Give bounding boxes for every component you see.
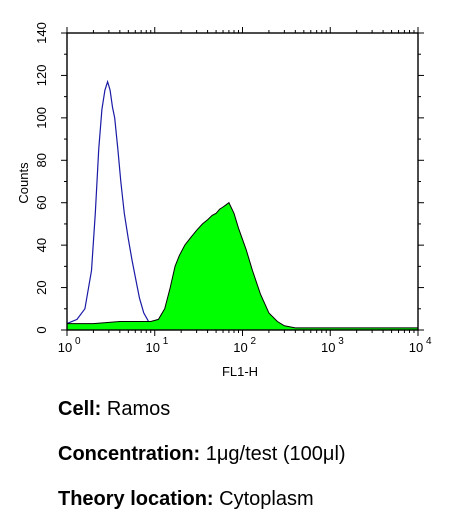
x-tick-label: 10: [233, 340, 247, 355]
cell-value: Ramos: [106, 398, 171, 420]
x-tick-label: 10: [321, 340, 335, 355]
histogram-chart: 10 0 10 1 10 2 10 3 10 4020406080100120140FL1-HCo…: [16, 22, 432, 379]
y-tick-label: 20: [34, 280, 49, 294]
y-tick-label: 40: [34, 238, 49, 252]
concentration-label: Concentration:: [58, 443, 201, 465]
x-tick-exponent: 2: [251, 336, 257, 347]
x-tick-label: 10: [409, 340, 423, 355]
y-axis-label: Counts: [16, 162, 31, 204]
x-tick-exponent: 1: [163, 336, 169, 347]
x-tick-label: 10: [58, 340, 72, 355]
x-tick-exponent: 3: [338, 336, 344, 347]
y-tick-label: 0: [34, 326, 49, 333]
series-outline-line: [66, 79, 154, 327]
x-axis-label: FL1-H: [222, 364, 258, 379]
y-tick-label: 100: [34, 107, 49, 129]
y-tick-label: 140: [34, 22, 49, 44]
axis-layer: 10 0 10 1 10 2 10 3 10 4020406080100120140FL1-HCo…: [16, 22, 432, 379]
theory-location-label: Theory location:: [58, 488, 214, 510]
caption-cell: Cell: Ramos: [58, 398, 170, 421]
y-tick-label: 60: [34, 195, 49, 209]
y-tick-label: 80: [34, 153, 49, 167]
theory-location-value: Cytoplasm: [219, 488, 314, 510]
caption-concentration: Concentration: 1μg/test (100μl): [58, 443, 346, 466]
x-tick-exponent: 0: [75, 336, 81, 347]
caption-theory-location: Theory location: Cytoplasm: [58, 488, 314, 511]
x-tick-label: 10: [146, 340, 160, 355]
series-filled-area: [66, 201, 419, 331]
y-tick-label: 120: [34, 65, 49, 87]
x-tick-exponent: 4: [426, 336, 432, 347]
cell-label: Cell:: [58, 398, 102, 420]
plot-layer: [66, 79, 419, 331]
concentration-value: 1μg/test (100μl): [205, 443, 346, 465]
